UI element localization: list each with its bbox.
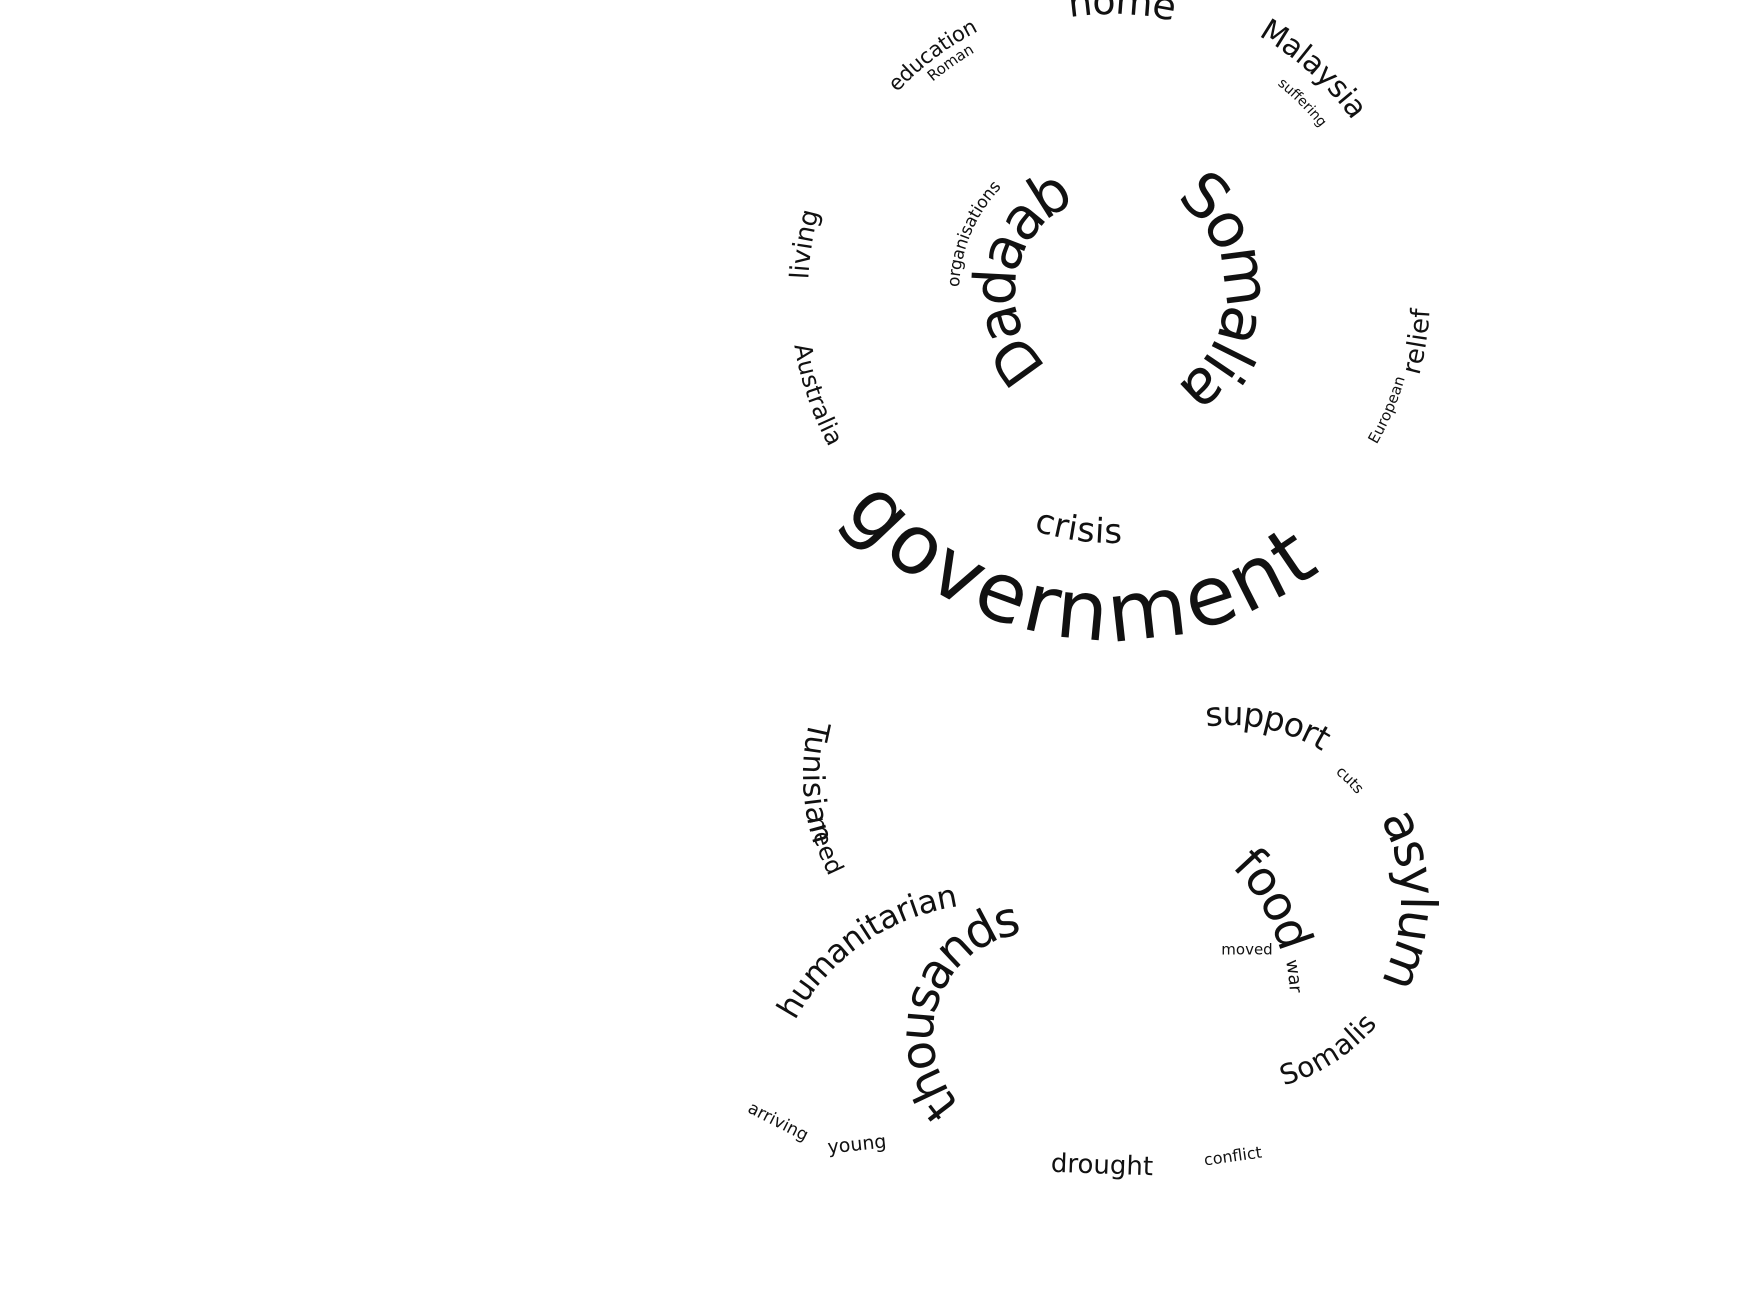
word-moved: moved [1221, 941, 1272, 959]
word-drought: drought [1050, 1149, 1153, 1183]
word-war: war [1281, 958, 1306, 994]
